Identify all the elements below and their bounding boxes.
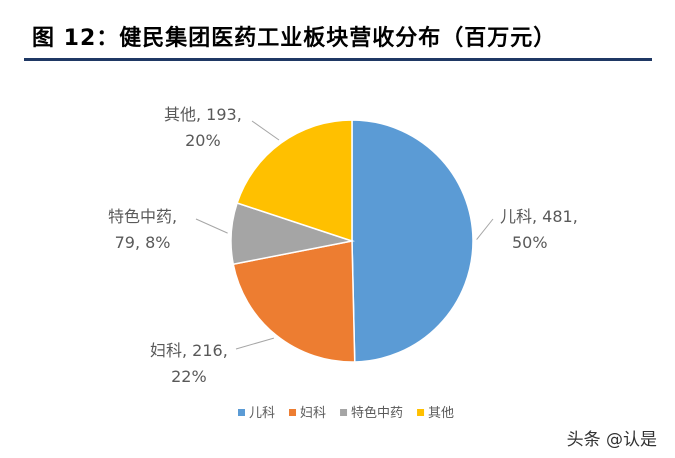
pie-slice-1	[351, 119, 474, 363]
pie-slice-4	[236, 119, 353, 243]
pie-slice-2	[232, 240, 356, 363]
data-label-2-line1: 妇科, 216,	[150, 341, 228, 360]
data-label-1-line1: 儿科, 481,	[500, 207, 578, 226]
legend-label-1: 儿科	[249, 406, 275, 421]
leader-line-2	[235, 337, 275, 350]
data-label-4-line2: 20%	[185, 131, 221, 150]
chart-title: 图 12：健民集团医药工业板块营收分布（百万元）	[32, 26, 557, 51]
data-label-2-line2: 22%	[171, 367, 207, 386]
legend-swatch-3	[340, 409, 348, 416]
legend-swatch-1	[238, 409, 245, 416]
legend-swatch-2	[289, 409, 297, 416]
data-label-4-line1: 其他, 193,	[164, 105, 242, 124]
leader-line-1	[476, 218, 494, 240]
data-label-1-line2: 50%	[512, 233, 548, 252]
watermark: 头条 @认是	[566, 430, 657, 450]
legend-swatch-4	[417, 409, 425, 416]
data-label-3-line1: 特色中药,	[108, 207, 177, 226]
leader-line-3	[195, 218, 228, 234]
data-label-3-line2: 79, 8%	[115, 233, 171, 252]
legend-label-4: 其他	[428, 406, 454, 421]
title-rule	[24, 58, 652, 61]
leader-line-4	[251, 120, 280, 141]
legend-label-3: 特色中药	[351, 405, 403, 421]
legend-label-2: 妇科	[300, 405, 326, 421]
